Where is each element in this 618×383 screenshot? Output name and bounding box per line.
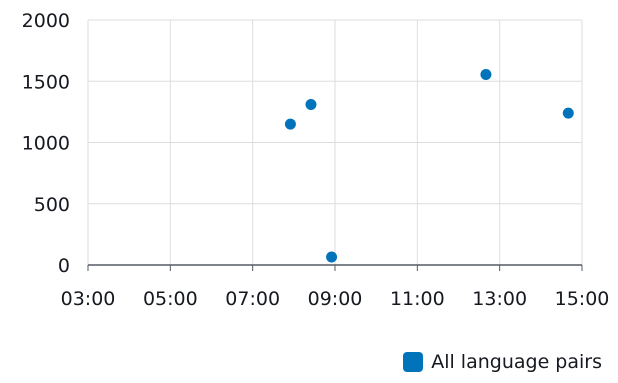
x-tick-label: 15:00 [555, 288, 610, 310]
y-tick-label: 500 [34, 194, 70, 216]
grid [87, 19, 583, 265]
data-points [284, 69, 574, 263]
y-tick-label: 1000 [22, 133, 70, 155]
x-tick-label: 05:00 [143, 288, 198, 310]
legend: All language pairs [403, 351, 602, 373]
y-tick-label: 1500 [22, 71, 70, 93]
axes: 0 500 1000 1500 2000 03:00 05:00 07:00 09:00 11:0… [22, 10, 610, 310]
data-point [326, 251, 338, 263]
data-point [305, 99, 317, 111]
legend-swatch [403, 352, 424, 372]
x-tick-label: 07:00 [225, 288, 280, 310]
legend-label: All language pairs [431, 351, 602, 373]
x-tick-label: 03:00 [61, 288, 116, 310]
x-tick-label: 09:00 [308, 288, 363, 310]
y-tick-label: 0 [58, 255, 70, 277]
data-point [480, 69, 492, 81]
data-point [284, 118, 296, 130]
x-tick-label: 13:00 [472, 288, 527, 310]
data-point [562, 107, 574, 119]
y-tick-label: 2000 [22, 10, 70, 32]
x-tick-label: 11:00 [390, 288, 445, 310]
